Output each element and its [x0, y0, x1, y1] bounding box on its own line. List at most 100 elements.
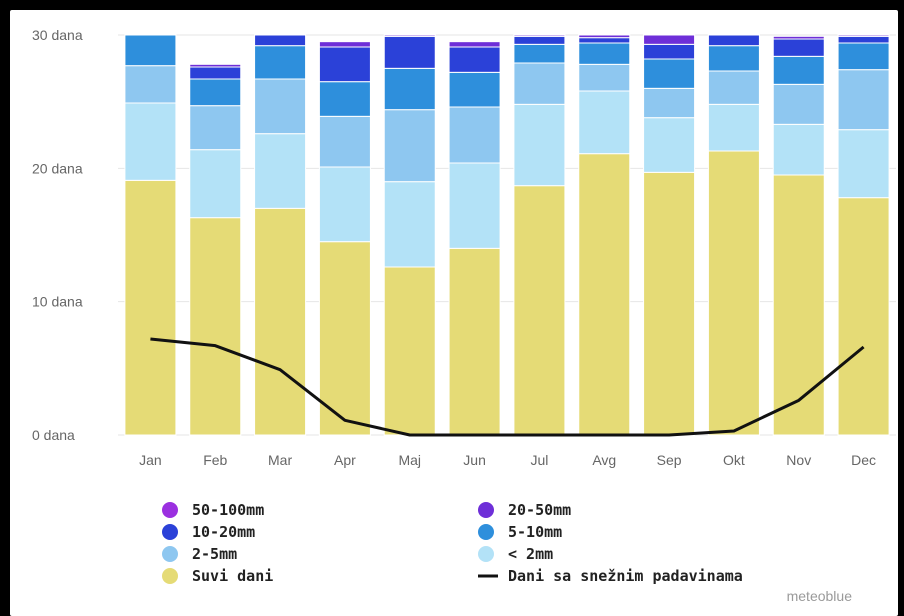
gridlines [118, 34, 896, 436]
y-axis-ticks: 0 dana 10 dana 20 dana 30 dana [32, 27, 83, 443]
bar-segment-20-50mm [383, 34, 436, 37]
legend-label: 20-50mm [508, 501, 571, 519]
bar-segment-2-5mm [254, 78, 307, 135]
bar-segment-5-10mm [318, 81, 371, 117]
bar-segment--2mm [318, 166, 371, 243]
legend-label: 50-100mm [192, 501, 264, 519]
bar-segment--2mm [837, 129, 890, 199]
legend-item: 5-10mm [478, 523, 562, 541]
bar-segment-20-50mm [513, 34, 566, 37]
bar-segment-suvi-dani [772, 174, 825, 436]
bar-segment-suvi-dani [448, 247, 501, 436]
x-tick-label: Feb [203, 452, 227, 468]
bar-segment--2mm [383, 181, 436, 268]
legend-item: 20-50mm [478, 501, 571, 519]
legend-label: 10-20mm [192, 523, 255, 541]
bar-segment--2mm [578, 90, 631, 155]
bar-segment--2mm [772, 123, 825, 176]
bar-segment-5-10mm [189, 78, 242, 107]
bar-segment-10-20mm [254, 34, 307, 47]
legend-dot-swatch [162, 546, 178, 562]
bar-segment-5-10mm [383, 67, 436, 111]
x-axis-ticks: Jan Feb Mar Apr Maj Jun Jul Avg Sep Okt Nov Dec [139, 452, 876, 468]
bar-segment-10-20mm [578, 37, 631, 44]
bar-segment-2-5mm [383, 109, 436, 183]
bar-segment-5-10mm [254, 45, 307, 80]
bar-segment-5-10mm [448, 71, 501, 108]
bar-segment-2-5mm [318, 115, 371, 168]
legend-label: < 2mm [508, 545, 553, 563]
bar-segment-2-5mm [772, 83, 825, 125]
x-tick-label: Avg [592, 452, 616, 468]
bar-segment-2-5mm [643, 87, 696, 119]
legend-item: 10-20mm [162, 523, 255, 541]
bar-segment-5-10mm [643, 58, 696, 89]
legend: 50-100mm 20-50mm 10-20mm 5-10mm 2-5mm < 2mm Su… [162, 501, 743, 585]
legend-dot-swatch [478, 524, 494, 540]
x-tick-label: Jan [139, 452, 162, 468]
x-tick-label: Jun [463, 452, 486, 468]
legend-dot-swatch [162, 568, 178, 584]
bar-segment-2-5mm [124, 65, 177, 104]
x-tick-label: Nov [786, 452, 811, 468]
legend-label: 2-5mm [192, 545, 237, 563]
bar-segment-suvi-dani [124, 179, 177, 436]
x-tick-label: Maj [398, 452, 421, 468]
bar-segment-10-20mm [643, 43, 696, 60]
bar-segment--2mm [189, 149, 242, 219]
credit-text: meteoblue [787, 588, 853, 604]
bar-segment-10-20mm [772, 38, 825, 57]
stacked-bars [124, 34, 890, 436]
bar-segment-5-10mm [707, 45, 760, 72]
bar-segment--2mm [707, 103, 760, 152]
bar-segment-suvi-dani [578, 153, 631, 436]
x-tick-label: Jul [530, 452, 548, 468]
bar-segment-2-5mm [707, 70, 760, 105]
bar-segment-10-20mm [383, 35, 436, 69]
bar-segment-20-50mm [189, 63, 242, 68]
bar-segment-10-20mm [513, 35, 566, 45]
bar-segment-20-50mm [772, 35, 825, 40]
bar-segment-20-50mm [643, 34, 696, 45]
legend-label: Suvi dani [192, 567, 273, 585]
y-tick-label: 30 dana [32, 27, 83, 43]
bar-segment--2mm [643, 117, 696, 173]
snow-days-line-layer [150, 337, 865, 437]
bar-segment-suvi-dani [254, 207, 307, 436]
bar-segment-10-20mm [189, 66, 242, 80]
bar-segment-2-5mm [513, 62, 566, 105]
bar-segment-5-10mm [578, 42, 631, 65]
bar-segment-20-50mm [318, 41, 371, 48]
bar-segment--2mm [448, 162, 501, 249]
legend-item: 50-100mm [162, 501, 264, 519]
legend-dot-swatch [162, 524, 178, 540]
legend-item: < 2mm [478, 545, 553, 563]
bar-segment-20-50mm [837, 34, 890, 37]
x-tick-label: Okt [723, 452, 745, 468]
bar-segment--2mm [513, 103, 566, 187]
legend-item: 2-5mm [162, 545, 237, 563]
bar-segment--2mm [124, 102, 177, 181]
bar-segment-suvi-dani [643, 171, 696, 436]
bar-segment-20-50mm [448, 41, 501, 48]
y-tick-label: 10 dana [32, 294, 83, 310]
bar-segment-5-10mm [772, 55, 825, 85]
y-tick-label: 20 dana [32, 160, 83, 176]
x-tick-label: Sep [657, 452, 682, 468]
bar-segment-10-20mm [448, 46, 501, 73]
bar-segment-suvi-dani [707, 150, 760, 436]
legend-dot-swatch [478, 502, 494, 518]
bar-segment-suvi-dani [383, 266, 436, 436]
legend-dot-swatch [162, 502, 178, 518]
bar-segment-suvi-dani [189, 217, 242, 436]
bar-segment-10-20mm [707, 34, 760, 47]
x-tick-label: Apr [334, 452, 356, 468]
bar-segment-2-5mm [189, 105, 242, 151]
bar-segment-5-10mm [837, 42, 890, 71]
y-tick-label: 0 dana [32, 427, 75, 443]
legend-dot-swatch [478, 546, 494, 562]
bar-segment--2mm [254, 133, 307, 209]
bar-segment-10-20mm [318, 46, 371, 83]
legend-label: 5-10mm [508, 523, 562, 541]
